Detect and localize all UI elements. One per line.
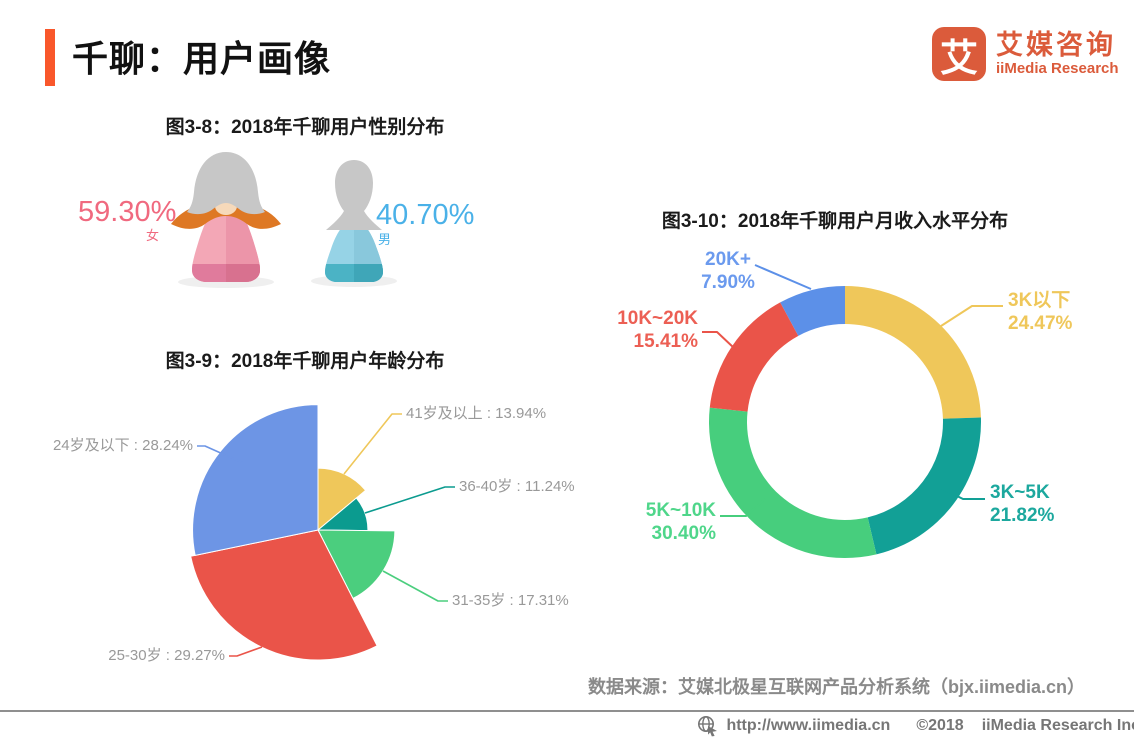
footer-url: http://www.iimedia.cn	[726, 717, 891, 734]
footer: http://www.iimedia.cn ©2018 iiMedia Rese…	[697, 715, 1134, 737]
pie-label-31-35岁: 31-35岁 : 17.31%	[452, 592, 569, 609]
logo-text: 艾媒咨询 iiMedia Research	[996, 30, 1119, 78]
page-title: 千聊：用户画像	[72, 38, 332, 79]
footer-copyright: ©2018	[916, 717, 964, 734]
age-chart-title: 图3-9：2018年千聊用户年龄分布	[165, 351, 445, 372]
pie-leader-36-40岁	[364, 486, 455, 514]
logo: 艾 艾媒咨询 iiMedia Research	[932, 27, 1119, 81]
footer-company: iiMedia Research Inc	[981, 717, 1134, 734]
female-figure-icon	[171, 152, 281, 288]
donut-label-10K~20K: 10K~20K 15.41%	[617, 308, 698, 352]
pie-leader-25-30岁	[229, 646, 263, 657]
female-category-label: 女	[146, 228, 160, 243]
pie-label-41岁及以上: 41岁及以上 : 13.94%	[406, 405, 546, 422]
donut-segment-3K以下	[845, 286, 981, 419]
donut-leader-20K+	[754, 264, 812, 290]
title-accent-bar	[45, 29, 55, 86]
pie-leader-24岁及以下	[197, 445, 244, 464]
male-category-label: 男	[378, 232, 392, 247]
footer-divider	[0, 710, 1134, 712]
donut-label-20K+: 20K+ 7.90%	[701, 249, 755, 293]
donut-label-5K~10K: 5K~10K 30.40%	[646, 500, 717, 544]
male-figure-icon	[311, 160, 397, 287]
donut-segment-20K+	[780, 286, 845, 336]
female-percentage: 59.30%	[78, 196, 177, 228]
donut-label-3K以下: 3K以下 24.47%	[1008, 289, 1073, 334]
income-chart-title: 图3-10：2018年千聊用户月收入水平分布	[661, 211, 1009, 232]
pie-label-25-30岁: 25-30岁 : 29.27%	[108, 647, 225, 664]
donut-segment-3K~5K	[867, 417, 981, 555]
pie-label-24岁及以下: 24岁及以下 : 28.24%	[53, 437, 193, 454]
pie-leader-31-35岁	[382, 570, 448, 602]
logo-name-cn: 艾媒咨询	[996, 30, 1116, 60]
income-donut-chart: 3K以下 24.47% 3K~5K 21.82% 5K~10K 30.40% 10K~20K…	[617, 249, 1073, 558]
donut-segment-10K~20K	[709, 302, 799, 412]
donut-label-3K~5K: 3K~5K 21.82%	[990, 482, 1055, 526]
logo-mark-icon: 艾	[932, 27, 986, 81]
logo-name-en: iiMedia Research	[996, 60, 1119, 77]
donut-leader-5K~10K	[720, 498, 766, 517]
donut-segment-5K~10K	[709, 407, 877, 558]
globe-icon	[698, 716, 718, 737]
pie-label-36-40岁: 36-40岁 : 11.24%	[459, 478, 575, 495]
donut-leader-10K~20K	[702, 331, 735, 349]
pie-leader-41岁及以上	[343, 413, 402, 475]
donut-leader-3K~5K	[940, 487, 985, 500]
male-percentage: 40.70%	[376, 199, 475, 231]
age-pie-chart: 41岁及以上 : 13.94% 36-40岁 : 11.24% 31-35岁 : 1…	[53, 404, 575, 664]
gender-chart-title: 图3-8：2018年千聊用户性别分布	[165, 117, 445, 138]
data-source-note: 数据来源：艾媒北极星互联网产品分析系统（bjx.iimedia.cn）	[588, 677, 1086, 697]
donut-leader-3K以下	[940, 305, 1003, 327]
pie-slice-24岁及以下	[192, 404, 319, 556]
logo-mark-glyph: 艾	[939, 37, 978, 80]
